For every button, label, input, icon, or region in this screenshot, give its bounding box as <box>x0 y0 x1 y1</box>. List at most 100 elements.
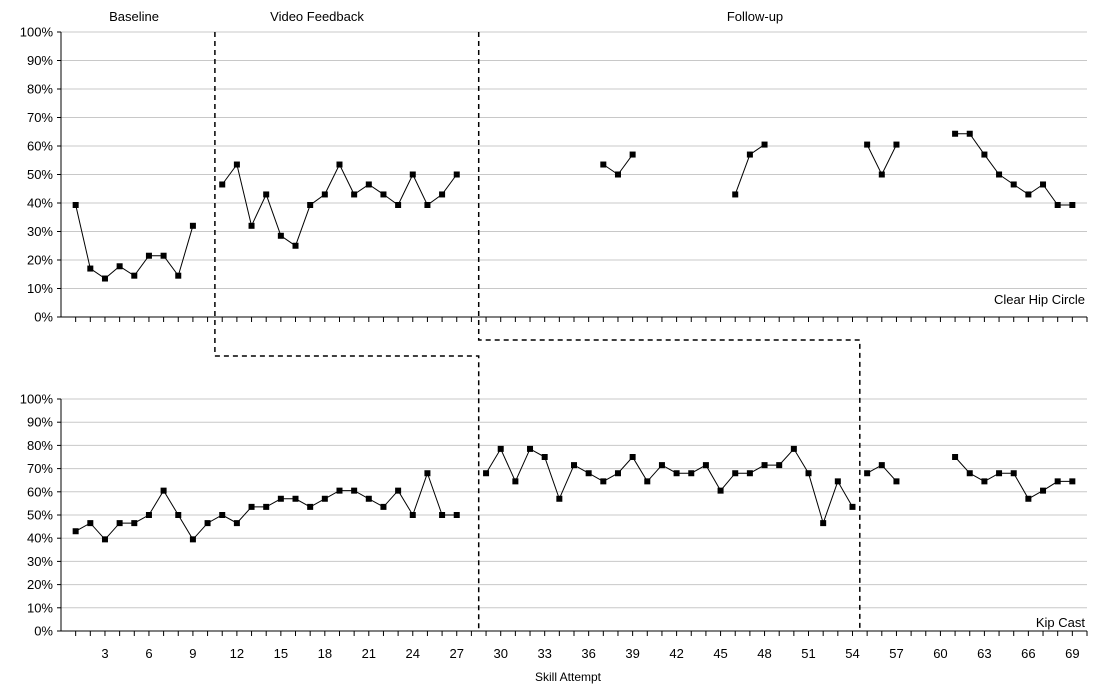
x-tick-label: 24 <box>406 646 420 661</box>
data-point <box>424 470 431 477</box>
data-point <box>351 487 358 494</box>
data-point <box>219 181 226 188</box>
data-point <box>365 495 372 502</box>
data-point <box>1025 495 1032 502</box>
series-line <box>485 447 853 525</box>
x-tick-label: 18 <box>318 646 332 661</box>
data-point <box>585 470 592 477</box>
x-tick-labels: 3 6 9 12 15 18 21 24 27 30 33 36 39 42 45 48 51 54 57 60 63 6… <box>101 646 1079 661</box>
data-point <box>175 272 182 279</box>
data-point <box>307 503 314 510</box>
data-point <box>248 222 255 229</box>
phase-change-line <box>214 32 480 631</box>
panel-clear-hip-circle: 0% 10% 20% 30% 40% 50% 60% 70% 80% 90% 100% <box>20 25 1088 325</box>
y-tick-label: 20% <box>27 253 53 268</box>
data-point <box>820 520 827 527</box>
y-tick-label: 50% <box>27 508 53 523</box>
x-axis-title: Skill Attempt <box>535 670 602 684</box>
data-point <box>336 487 343 494</box>
x-tick-label: 30 <box>493 646 507 661</box>
data-point <box>658 462 665 469</box>
data-point <box>952 454 959 460</box>
data-point <box>864 470 871 477</box>
data-point <box>556 495 563 502</box>
data-point <box>292 495 299 502</box>
data-point <box>1025 191 1032 198</box>
x-tick-label: 69 <box>1065 646 1079 661</box>
data-point <box>1054 478 1061 485</box>
data-point <box>952 130 959 137</box>
x-tick-label: 51 <box>801 646 815 661</box>
data-point <box>483 470 490 477</box>
phase-change-lines <box>214 32 861 631</box>
data-point <box>1069 478 1076 485</box>
data-point <box>497 445 504 452</box>
data-point <box>527 445 534 452</box>
data-point <box>145 252 152 259</box>
x-tick-label: 12 <box>230 646 244 661</box>
data-point <box>1010 470 1017 477</box>
y-tick-label: 20% <box>27 577 53 592</box>
data-point <box>321 191 328 198</box>
data-point <box>87 520 94 527</box>
data-point <box>849 503 856 510</box>
data-point <box>395 487 402 494</box>
data-point <box>219 512 226 518</box>
data-point <box>878 462 885 469</box>
data-point <box>409 171 416 178</box>
data-point <box>175 512 182 518</box>
panel-label-clear-hip-circle: Clear Hip Circle <box>994 292 1085 307</box>
data-point <box>204 520 211 527</box>
panel-label-kip-cast: Kip Cast <box>1036 615 1086 630</box>
data-point <box>336 161 343 168</box>
x-tick-label: 33 <box>537 646 551 661</box>
y-tick-label: 80% <box>27 82 53 97</box>
x-tick-label: 63 <box>977 646 991 661</box>
series-line <box>221 163 458 247</box>
x-tick-label: 57 <box>889 646 903 661</box>
data-point <box>321 495 328 502</box>
data-point <box>292 242 299 249</box>
data-point <box>233 520 240 527</box>
data-point <box>189 222 196 229</box>
data-point <box>189 536 196 543</box>
x-tick-label: 39 <box>625 646 639 661</box>
panel-kip-cast: 0% 10% 20% 30% 40% 50% 60% 70% 80% 90% 100% <box>20 392 1088 639</box>
data-point <box>981 151 988 158</box>
data-point <box>600 478 607 485</box>
data-point <box>981 478 988 485</box>
data-point <box>996 171 1003 178</box>
series-line <box>954 456 1073 500</box>
x-tick-label: 3 <box>101 646 108 661</box>
y-tick-label: 80% <box>27 438 53 453</box>
data-point <box>87 265 94 272</box>
phase-label-baseline: Baseline <box>109 9 159 24</box>
data-point <box>746 151 753 158</box>
y-tick-label: 50% <box>27 167 53 182</box>
x-tick-label: 36 <box>581 646 595 661</box>
data-point <box>380 191 387 198</box>
data-point <box>453 171 460 178</box>
data-point <box>776 462 783 469</box>
data-point <box>761 141 768 148</box>
data-point <box>614 470 621 477</box>
x-tick-label: 21 <box>362 646 376 661</box>
y-tick-label: 10% <box>27 600 53 615</box>
data-point <box>131 520 138 527</box>
phase-label-video-feedback: Video Feedback <box>270 9 364 24</box>
data-point <box>732 191 739 198</box>
data-point <box>1054 201 1061 208</box>
data-point <box>571 462 577 469</box>
y-tick-label: 0% <box>34 624 53 639</box>
data-point <box>1069 201 1076 208</box>
data-point <box>834 478 841 485</box>
data-point <box>116 520 123 527</box>
data-point <box>351 191 358 198</box>
data-point <box>996 470 1003 477</box>
data-point <box>160 252 167 259</box>
data-point <box>702 462 709 469</box>
data-point <box>307 201 314 208</box>
y-tick-label: 60% <box>27 484 53 499</box>
data-point <box>116 263 123 270</box>
data-point <box>395 201 402 208</box>
